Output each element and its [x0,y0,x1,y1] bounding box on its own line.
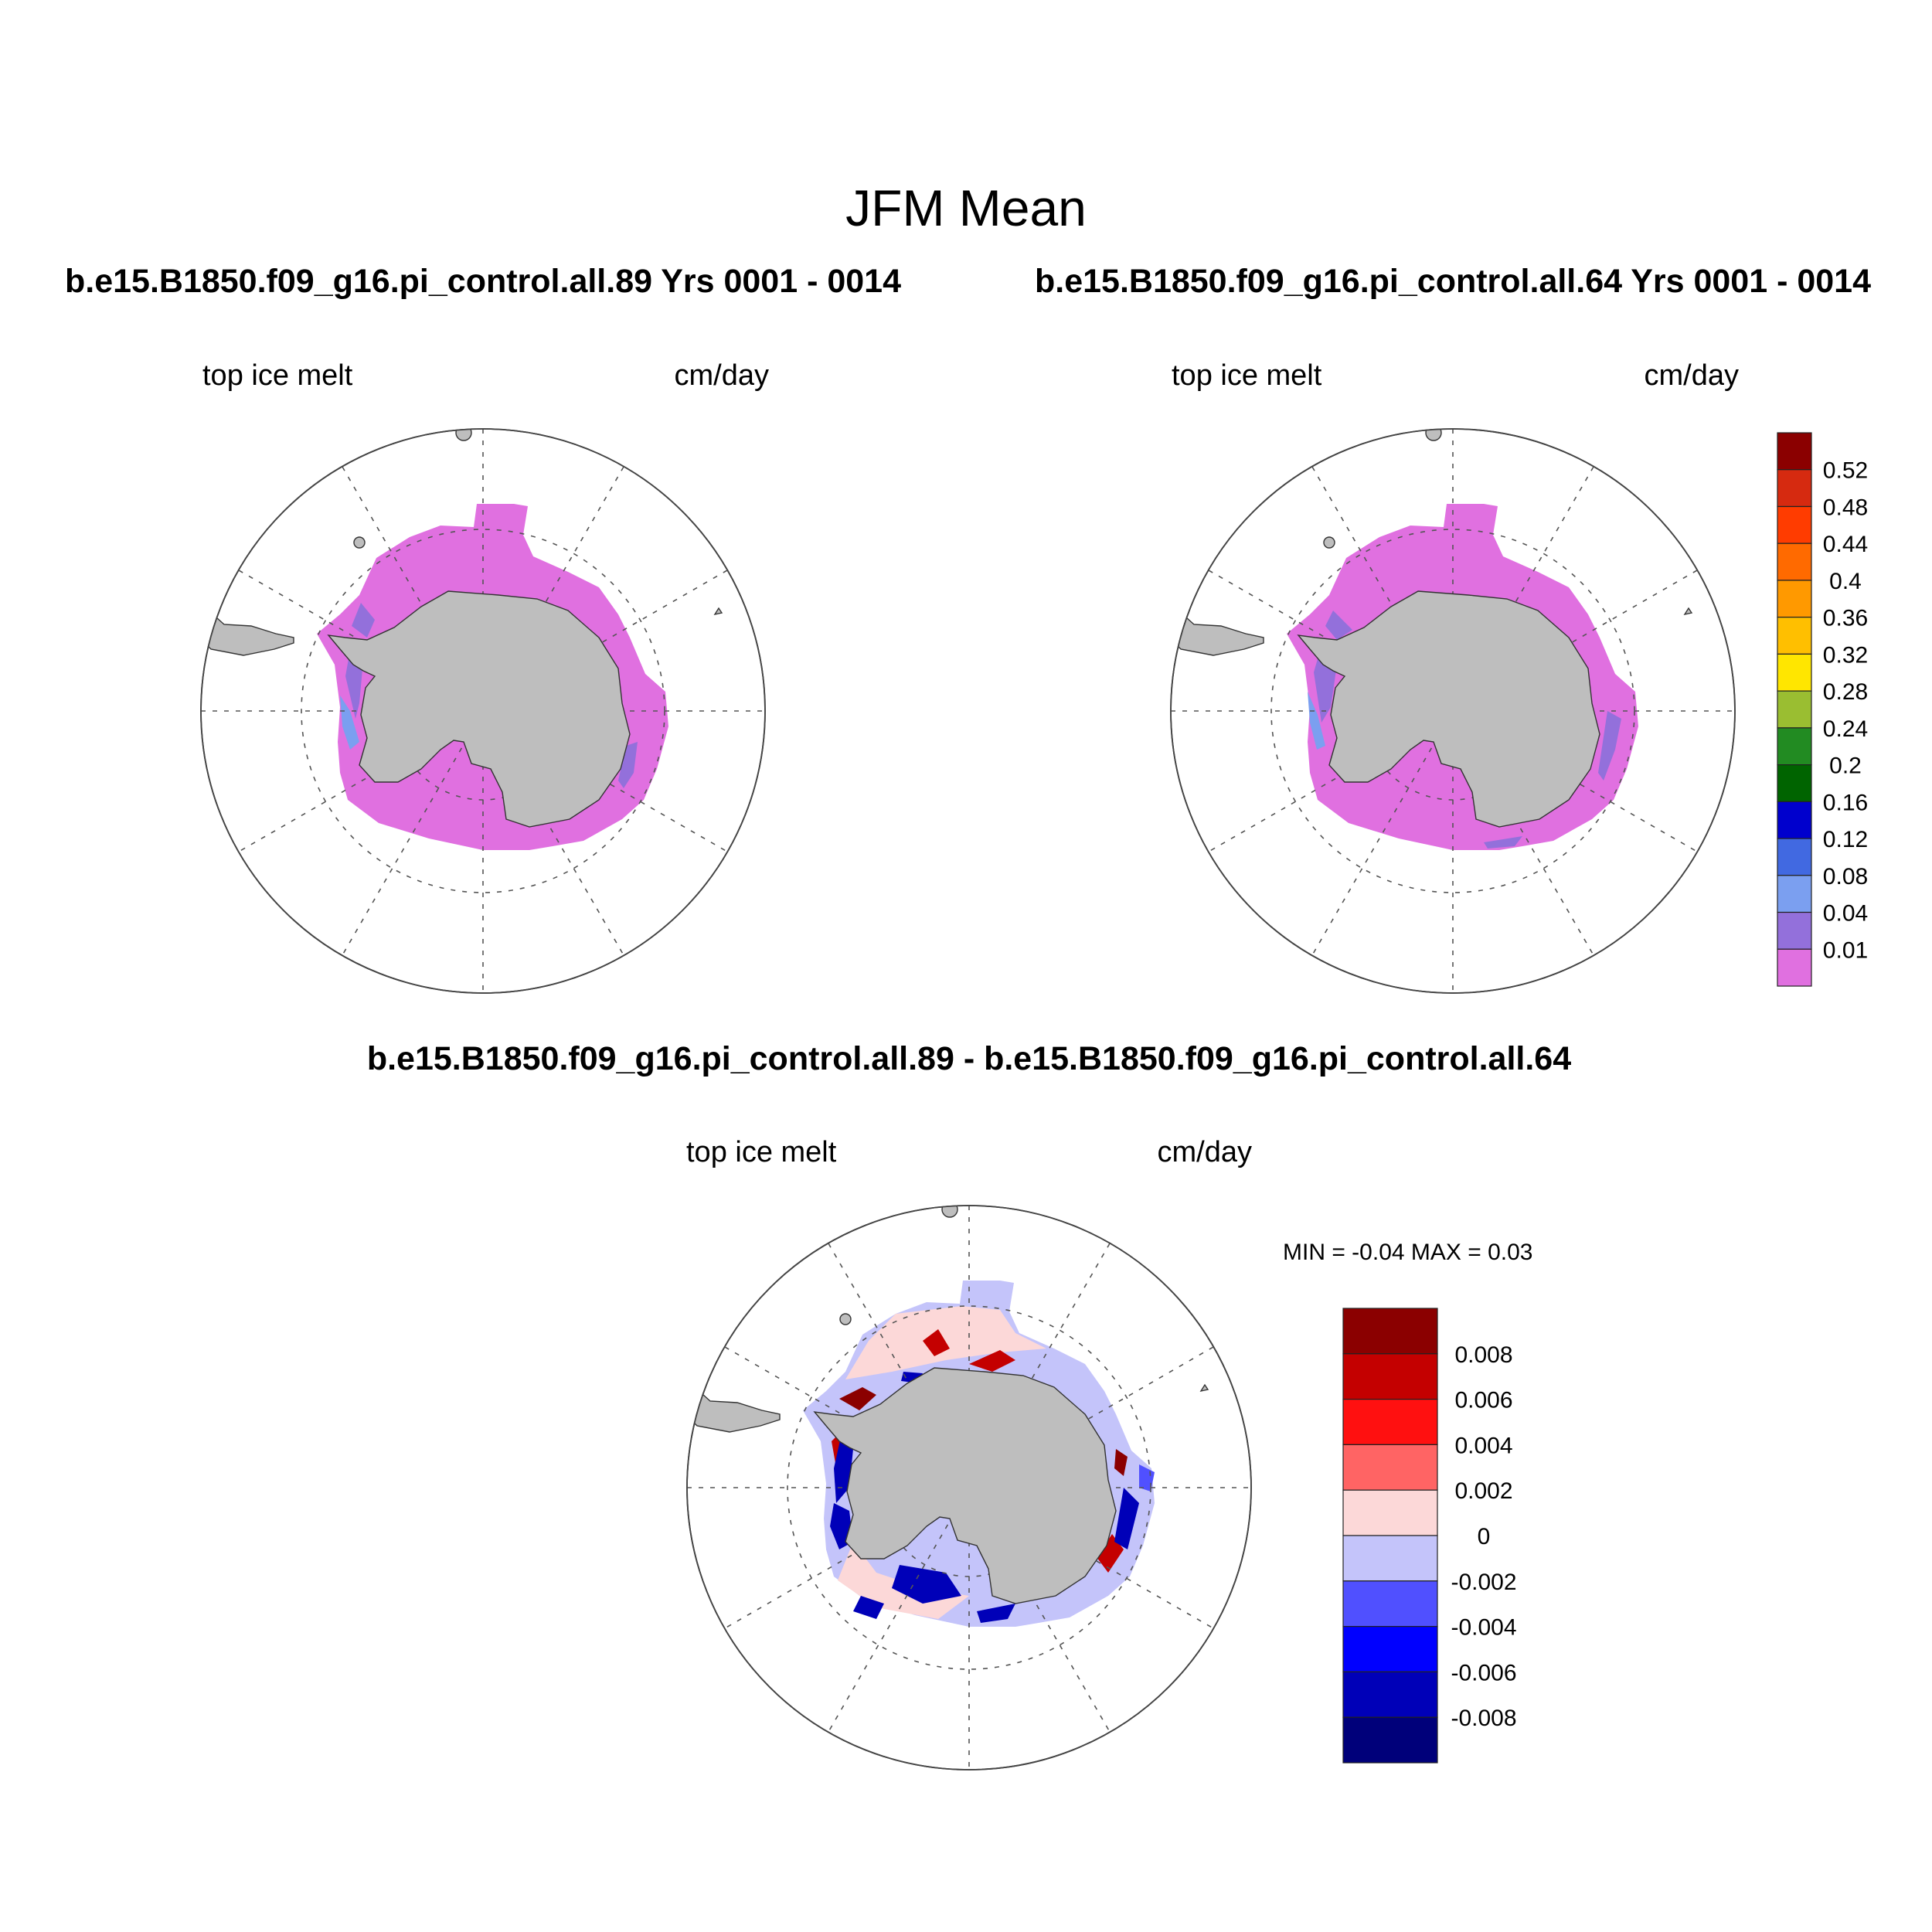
diff-map [686,1205,1252,1770]
colorbar-main-label: 0.24 [1823,716,1868,742]
diff-patch-pos [1097,1534,1124,1573]
diff-case-title: b.e15.B1850.f09_g16.pi_control.all.89 - … [367,1040,1571,1077]
right-variable-label: top ice melt [1172,359,1322,392]
diff-patch-pos [839,1387,876,1410]
island-land [713,607,723,616]
colorbar-diff-swatch [1342,1489,1438,1536]
colorbar-diff-label: 0.004 [1454,1433,1512,1458]
colorbar-main-label: 0.36 [1823,606,1868,631]
melt-patch [1308,692,1325,750]
colorbar-main-swatch [1777,911,1812,950]
colorbar-main-swatch [1777,505,1812,544]
colorbar-diff-label: 0 [1478,1524,1491,1549]
colorbar-main-swatch [1777,801,1812,839]
colorbar-main-label: 0.44 [1823,532,1868,557]
colorbar-main-label: 0.52 [1823,458,1868,484]
colorbar-main-swatch [1777,543,1812,581]
colorbar-diff-label: 0.006 [1454,1388,1512,1413]
melt-patch [1598,711,1621,781]
right-case-title: b.e15.B1850.f09_g16.pi_control.all.64 Yr… [1035,263,1871,300]
diff-patch-neg [1114,1488,1139,1549]
colorbar-diff-label: -0.008 [1451,1706,1516,1731]
colorbar-main-swatch [1777,875,1812,913]
melt-patch [340,696,359,750]
diff-variable-label: top ice melt [686,1136,837,1168]
colorbar-diff-swatch [1342,1626,1438,1673]
colorbar-main-label: 0.04 [1823,901,1868,927]
island-land [839,1313,852,1325]
colorbar-diff-label: 0.008 [1454,1342,1512,1368]
colorbar-main-label: 0.08 [1823,864,1868,889]
colorbar-main-swatch [1777,469,1812,508]
melt-patch [1484,836,1522,849]
colorbar-main-label: 0.28 [1823,679,1868,705]
colorbar-diff-swatch [1342,1580,1438,1628]
colorbar-diff-swatch [1342,1535,1438,1582]
colorbar-main-swatch [1777,653,1812,692]
left-variable-label: top ice melt [202,359,353,392]
colorbar-main-swatch [1777,838,1812,876]
colorbar-main-label: 0.48 [1823,495,1868,520]
colorbar-diff-label: 0.002 [1454,1478,1512,1504]
colorbar-diff-label: -0.002 [1451,1570,1516,1595]
diff-patch-neg [977,1604,1015,1623]
melt-patch [618,742,638,788]
colorbar-main-label: 0.12 [1823,827,1868,852]
right-units-label: cm/day [1645,359,1739,392]
left-map [200,428,766,994]
melt-patch [352,603,375,638]
left-units-label: cm/day [675,359,769,392]
colorbar-main-swatch [1777,432,1812,471]
island-land [1199,1383,1209,1393]
minmax-label: MIN = -0.04 MAX = 0.03 [1283,1240,1532,1265]
colorbar-main-label: 0.01 [1823,937,1868,963]
melt-patch [1325,611,1352,640]
colorbar-main-label: 0.32 [1823,642,1868,668]
colorbar-main: 0.52 0.48 0.44 0.4 0.36 0.32 0.28 0.24 0.2 0.16 0.… [1777,432,1868,987]
colorbar-diff-label: -0.004 [1451,1615,1516,1641]
diff-patch-neg [853,1596,884,1619]
colorbar-main-swatch [1777,764,1812,802]
diff-units-label: cm/day [1158,1136,1252,1168]
diff-patch-pos [923,1329,950,1356]
figure-title: JFM Mean [845,179,1087,236]
island-land [941,1206,958,1218]
colorbar-main-swatch [1777,948,1812,987]
colorbar-diff-swatch [1342,1716,1438,1764]
colorbar-diff-swatch [1342,1444,1438,1491]
colorbar-diff-label: -0.006 [1451,1660,1516,1685]
colorbar-main-swatch [1777,690,1812,729]
island-land [353,536,366,549]
right-map [1170,428,1736,994]
left-case-title: b.e15.B1850.f09_g16.pi_control.all.89 Yr… [65,263,901,300]
island-land [1425,429,1442,441]
colorbar-diff-swatch [1342,1308,1438,1355]
colorbar-main-swatch [1777,727,1812,766]
colorbar-main-swatch [1777,580,1812,618]
diff-patch-neg [892,1565,961,1604]
diff-patch-pos [969,1350,1015,1372]
colorbar-diff: 0.008 0.006 0.004 0.002 0 -0.002 -0.004 -0.006 -… [1342,1308,1517,1764]
colorbar-main-label: 0.2 [1829,753,1862,779]
colorbar-diff-swatch [1342,1353,1438,1400]
colorbar-main-label: 0.4 [1829,569,1862,594]
diff-patch-pos [1114,1449,1128,1476]
colorbar-diff-swatch [1342,1398,1438,1445]
colorbar-diff-swatch [1342,1671,1438,1718]
island-land [455,429,472,441]
colorbar-main-label: 0.16 [1823,790,1868,815]
island-land [1683,607,1693,616]
colorbar-main-swatch [1777,617,1812,655]
island-land [1323,536,1335,549]
